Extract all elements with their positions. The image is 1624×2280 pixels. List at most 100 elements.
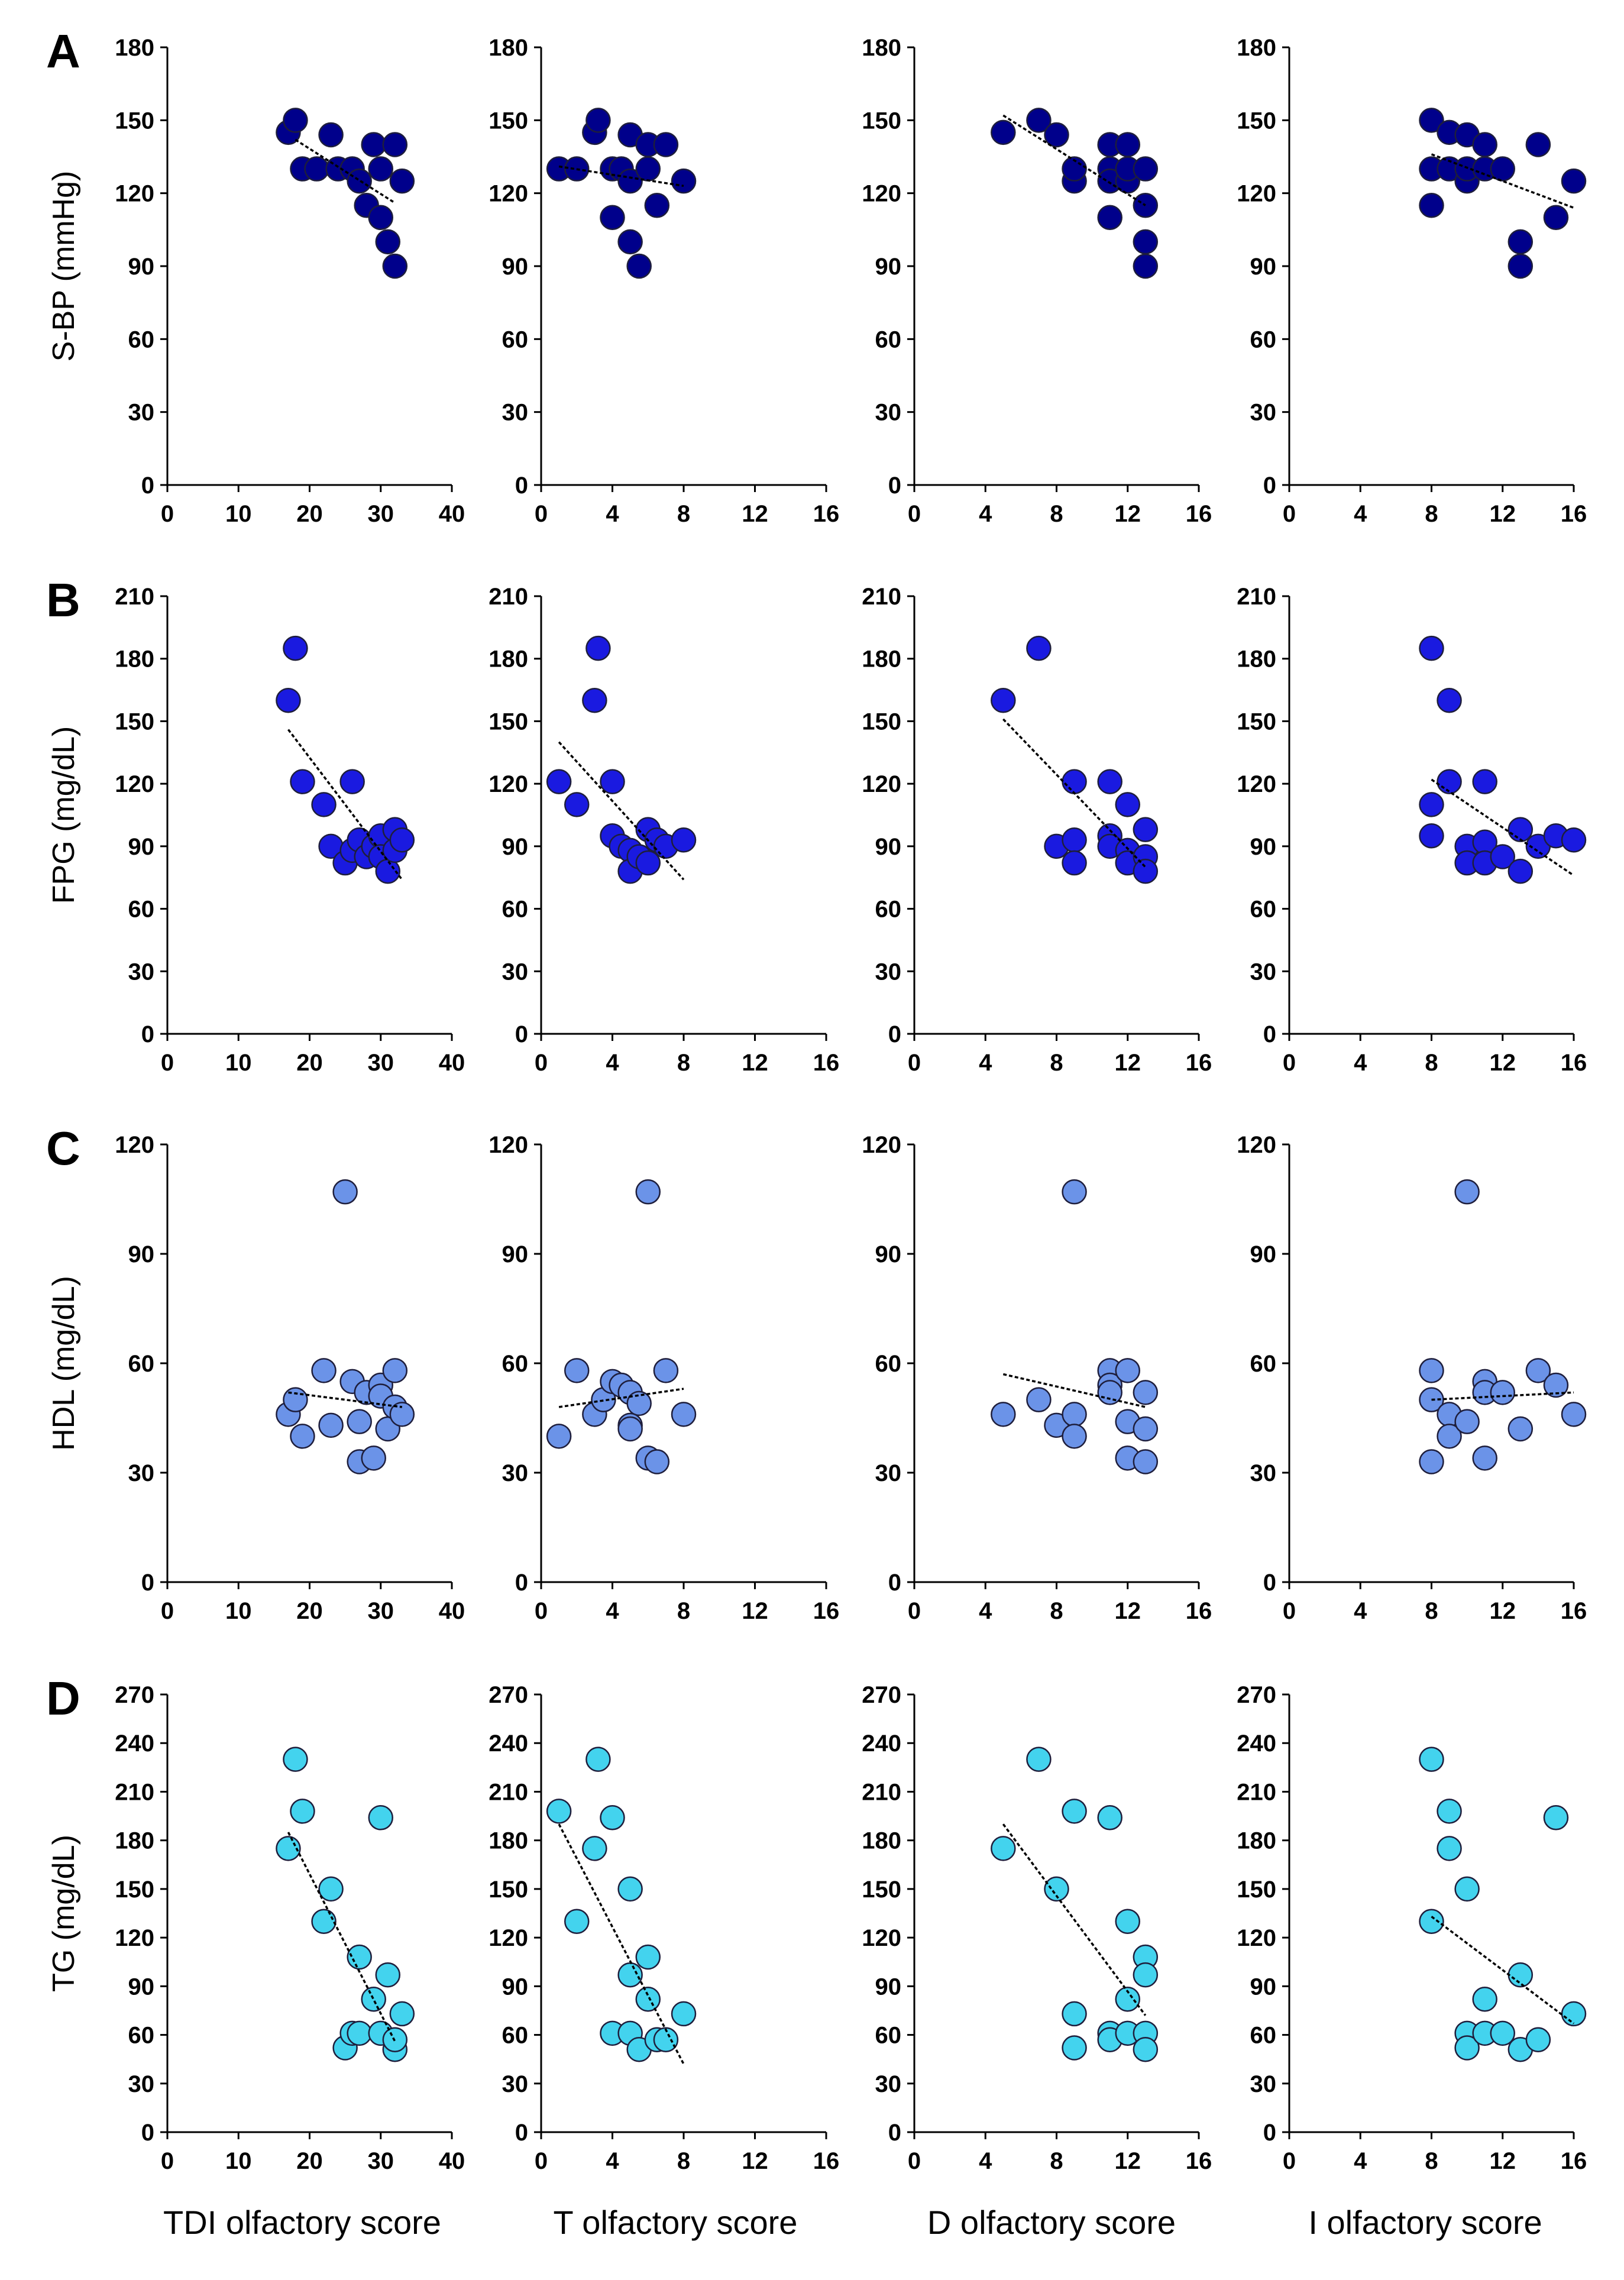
data-point	[991, 1836, 1016, 1861]
y-tick-label: 150	[862, 1877, 901, 1903]
data-point	[626, 1390, 652, 1416]
y-tick-label: 90	[875, 1974, 902, 2000]
data-point	[368, 1805, 393, 1831]
y-tick-label: 180	[862, 646, 901, 672]
data-point	[1097, 205, 1122, 231]
y-tick-label: 60	[1250, 2023, 1277, 2049]
data-point	[617, 1962, 643, 1988]
x-tick-label: 16	[1561, 1050, 1587, 1076]
data-point	[991, 687, 1016, 713]
y-tick-label: 60	[502, 2023, 529, 2049]
data-point	[1472, 1445, 1497, 1471]
data-point	[1561, 2001, 1587, 2027]
data-point	[389, 168, 415, 194]
x-tick-label: 4	[979, 1050, 992, 1076]
y-tick-label: 270	[489, 1682, 528, 1708]
data-point	[347, 1944, 372, 1970]
x-tick-label: 16	[813, 1050, 840, 1076]
data-point	[283, 1747, 308, 1772]
y-tick-label: 60	[1250, 1351, 1277, 1377]
y-tick-label: 120	[1237, 181, 1276, 207]
trend-line	[1002, 1373, 1146, 1408]
y-tick-label: 60	[1250, 897, 1277, 923]
plot-d-4: 0 30 60 90 120 150 180 210 240 270 0 4 8 12 16	[1237, 1682, 1587, 2174]
x-axis-label-i: I olfactory score	[1308, 2204, 1542, 2241]
y-tick-label: 180	[1237, 1828, 1276, 1854]
data-point	[1507, 1962, 1534, 1988]
data-point	[1419, 792, 1444, 817]
x-tick-label: 16	[813, 1598, 840, 1624]
x-tick-label: 0	[908, 501, 921, 527]
x-tick-label: 12	[1490, 1050, 1516, 1076]
data-point	[1115, 132, 1140, 157]
x-tick-label: 20	[296, 1598, 323, 1624]
data-point	[1525, 132, 1551, 157]
data-point	[347, 2020, 372, 2046]
data-point	[644, 192, 670, 218]
x-tick-label: 0	[535, 1598, 548, 1624]
y-tick-label: 0	[888, 2120, 901, 2146]
data-point	[1507, 1416, 1534, 1442]
data-point	[1026, 1747, 1052, 1772]
y-tick-label: 180	[489, 646, 528, 672]
data-point	[1437, 1836, 1462, 1861]
data-point	[1490, 156, 1515, 182]
data-point	[375, 1962, 401, 1988]
y-tick-label: 0	[141, 1570, 154, 1596]
y-tick-label: 120	[115, 1925, 154, 1951]
x-tick-label: 4	[1354, 501, 1367, 527]
y-tick-label: 0	[1263, 1021, 1276, 1047]
data-point	[1437, 687, 1462, 713]
data-point	[626, 253, 652, 279]
y-tick-label: 210	[115, 1779, 154, 1805]
data-point	[1437, 769, 1462, 794]
data-point	[635, 1987, 661, 2012]
plot-c-2: 0 30 60 90 120 0 4 8 12 16	[489, 1132, 839, 1624]
x-tick-label: 10	[225, 1050, 252, 1076]
data-point	[1062, 769, 1087, 794]
x-tick-label: 8	[677, 1050, 690, 1076]
x-tick-label: 8	[1425, 1598, 1438, 1624]
y-tick-label: 150	[115, 1877, 154, 1903]
y-tick-label: 210	[489, 584, 528, 610]
y-tick-label: 90	[502, 1241, 529, 1267]
y-tick-label: 30	[128, 2071, 155, 2097]
panel-label-d: D	[46, 1672, 80, 1725]
x-tick-label: 12	[742, 2148, 768, 2174]
trend-line	[1431, 778, 1574, 877]
x-tick-label: 30	[368, 1050, 394, 1076]
data-point	[1062, 827, 1087, 853]
data-point	[617, 168, 643, 194]
data-point	[1419, 108, 1444, 133]
data-point	[389, 1402, 415, 1427]
data-point	[582, 687, 607, 713]
x-tick-label: 12	[742, 1598, 768, 1624]
data-point	[635, 1179, 661, 1205]
data-point	[1419, 635, 1444, 661]
y-tick-label: 210	[862, 584, 901, 610]
x-tick-label: 0	[908, 1598, 921, 1624]
y-tick-label: 120	[489, 1132, 528, 1158]
y-tick-label: 120	[115, 771, 154, 797]
x-tick-label: 8	[677, 1598, 690, 1624]
y-tick-label: 90	[1250, 254, 1277, 280]
data-point	[1133, 1416, 1159, 1442]
data-point	[375, 229, 401, 255]
data-point	[1543, 1805, 1569, 1831]
x-tick-label: 4	[979, 2148, 992, 2174]
y-tick-label: 120	[862, 1925, 901, 1951]
x-tick-label: 16	[1561, 1598, 1587, 1624]
x-tick-label: 4	[1354, 2148, 1367, 2174]
y-tick-label: 0	[888, 1021, 901, 1047]
plot-a-1: 0 30 60 90 120 150 180 0 10 20 30 40	[115, 35, 465, 527]
data-point	[585, 635, 611, 661]
plot-c-3: 0 30 60 90 120 0 4 8 12 16	[862, 1132, 1212, 1624]
data-point	[1454, 2035, 1480, 2061]
data-point	[1097, 1805, 1122, 1831]
data-point	[318, 1412, 344, 1438]
y-tick-label: 120	[862, 1132, 901, 1158]
data-point	[283, 1387, 308, 1412]
y-tick-label: 60	[875, 2023, 902, 2049]
x-tick-label: 16	[813, 501, 840, 527]
